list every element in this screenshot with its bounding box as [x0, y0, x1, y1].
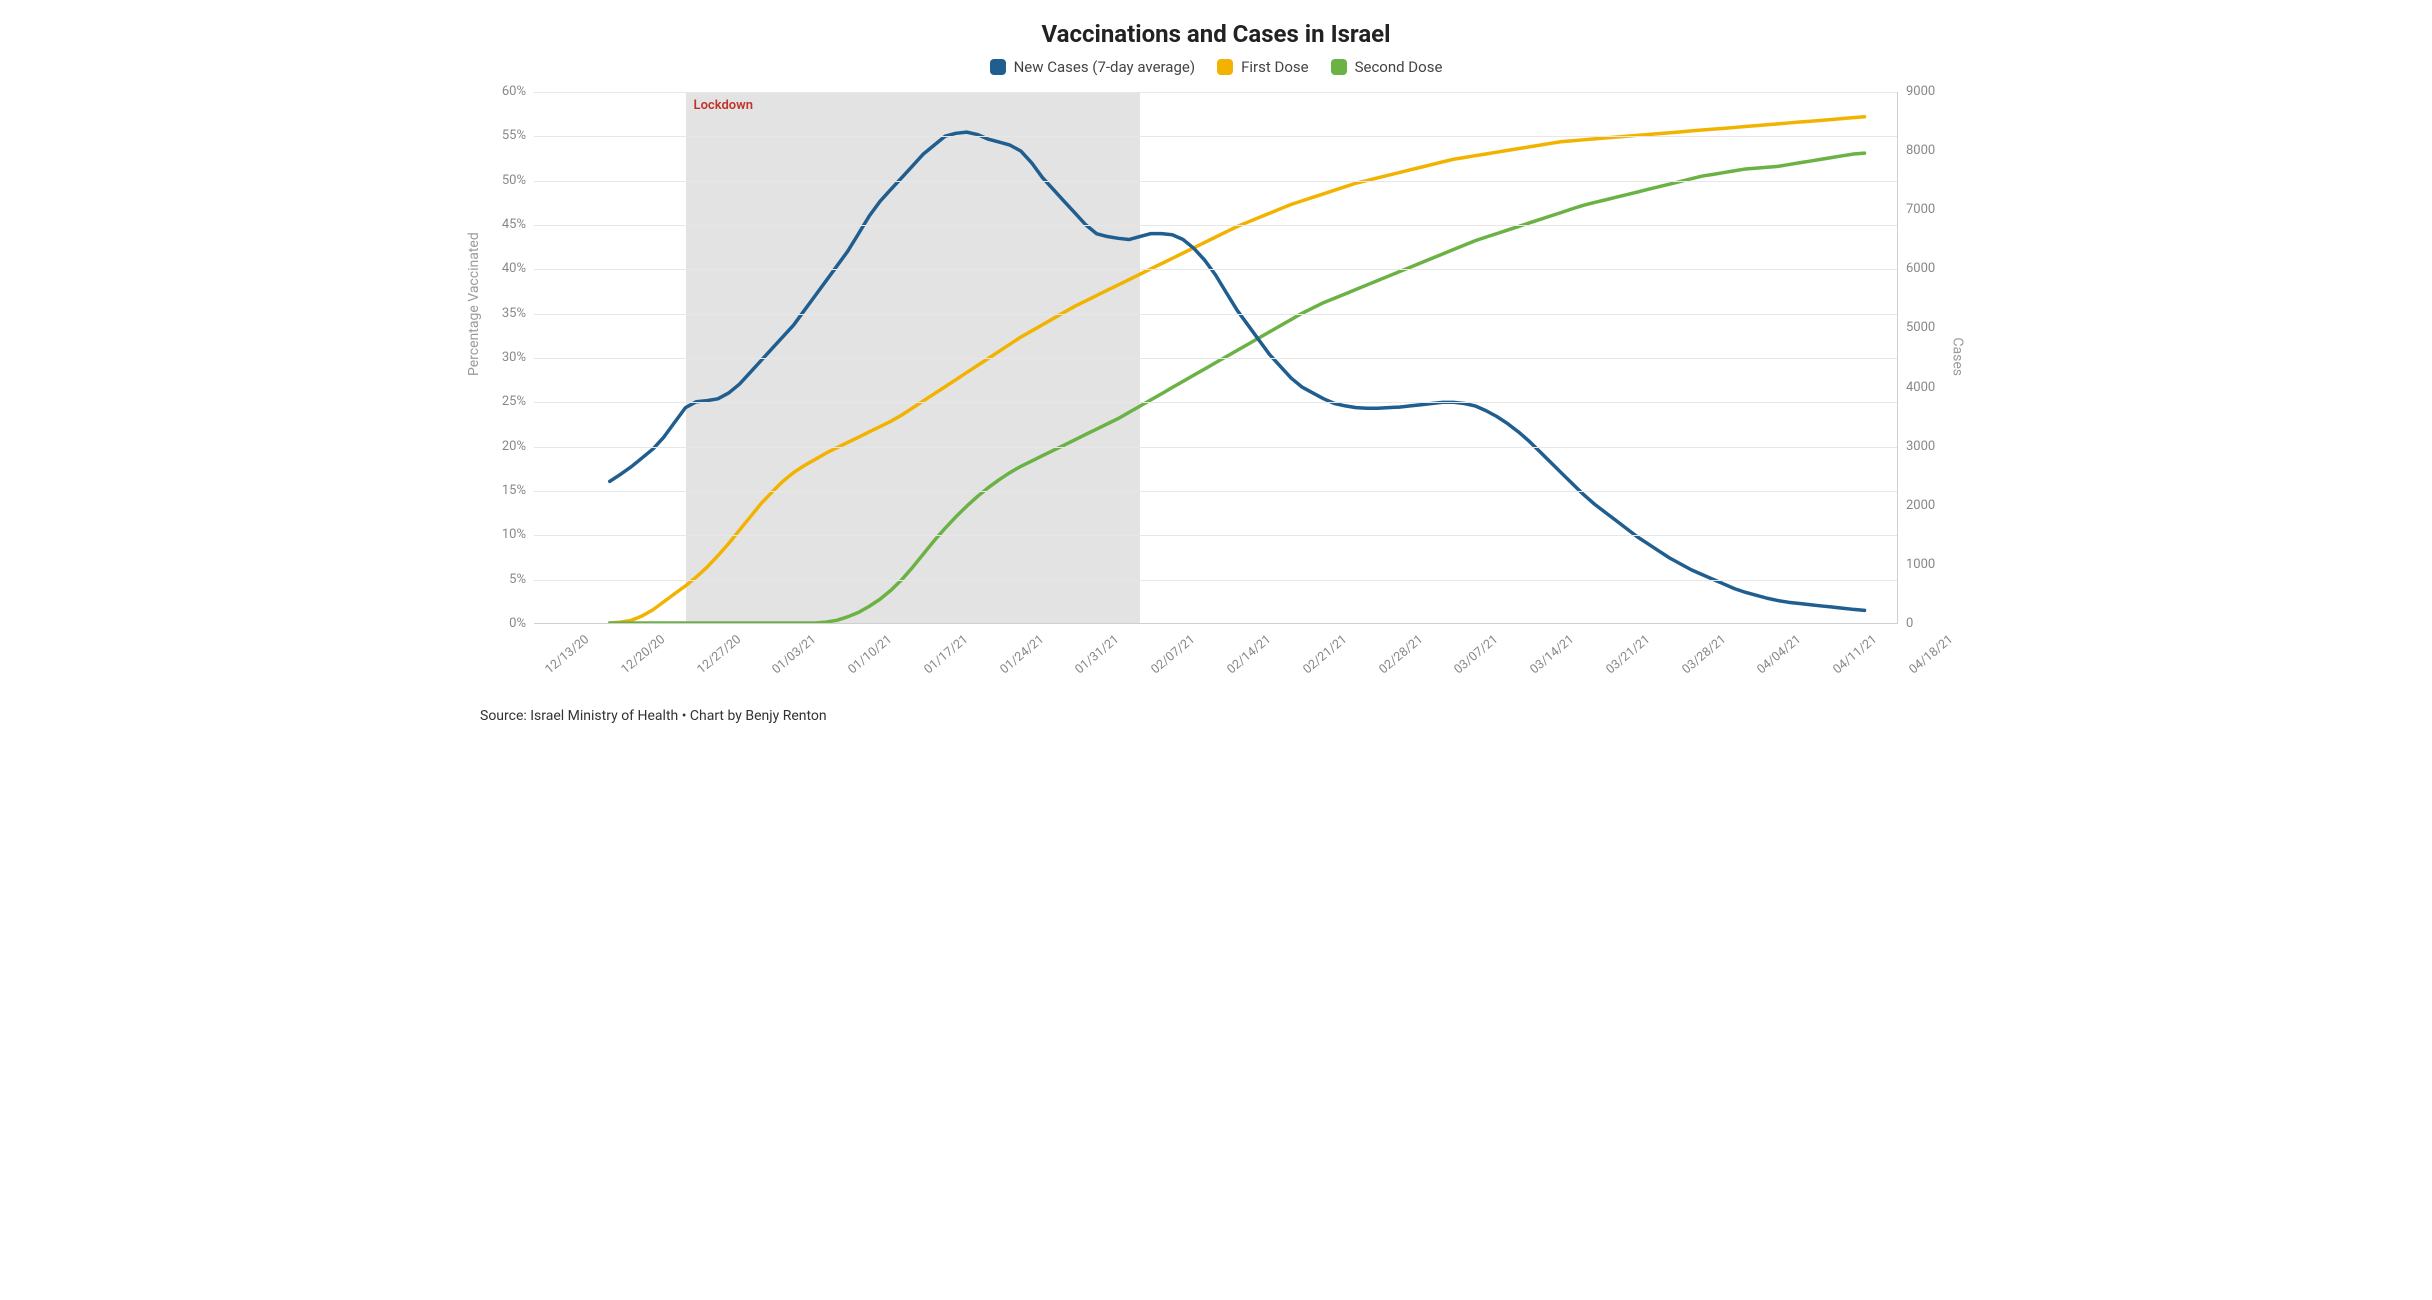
- series-new-cases-7-day-average-: [610, 132, 1865, 610]
- gridline: [534, 402, 1897, 403]
- x-tick: 03/14/21: [1527, 632, 1577, 677]
- y-tick-right: 7000: [1906, 202, 1956, 217]
- y-tick-right: 1000: [1906, 557, 1956, 572]
- x-tick: 01/24/21: [997, 632, 1047, 677]
- x-tick: 12/20/20: [618, 632, 668, 677]
- gridline: [534, 136, 1897, 137]
- legend-item-second-dose: Second Dose: [1331, 58, 1443, 76]
- gridline: [534, 580, 1897, 581]
- gridline: [534, 92, 1897, 93]
- gridline: [534, 181, 1897, 182]
- legend-label-second-dose: Second Dose: [1355, 58, 1443, 76]
- y-tick-left: 5%: [476, 572, 526, 587]
- plot-area: Lockdown: [534, 92, 1898, 624]
- y-tick-left: 25%: [476, 394, 526, 409]
- series-first-dose: [610, 117, 1865, 623]
- x-tick: 03/07/21: [1452, 632, 1502, 677]
- gridline: [534, 535, 1897, 536]
- x-tick: 02/14/21: [1224, 632, 1274, 677]
- y-tick-right: 2000: [1906, 498, 1956, 513]
- y-tick-right: 3000: [1906, 439, 1956, 454]
- y-tick-left: 55%: [476, 128, 526, 143]
- gridline: [534, 358, 1897, 359]
- chart-container: Vaccinations and Cases in Israel New Cas…: [466, 0, 1966, 730]
- series-second-dose: [610, 153, 1865, 623]
- legend-swatch-cases: [990, 59, 1006, 75]
- x-tick: 03/28/21: [1679, 632, 1729, 677]
- gridline: [534, 314, 1897, 315]
- y-tick-left: 60%: [476, 84, 526, 99]
- x-tick: 04/18/21: [1906, 632, 1956, 677]
- gridline: [534, 269, 1897, 270]
- x-tick: 02/28/21: [1376, 632, 1426, 677]
- y-tick-left: 35%: [476, 306, 526, 321]
- legend-label-cases: New Cases (7-day average): [1014, 58, 1196, 76]
- x-tick: 01/17/21: [921, 632, 971, 677]
- y-tick-left: 30%: [476, 350, 526, 365]
- x-tick: 01/31/21: [1073, 632, 1123, 677]
- y-tick-right: 4000: [1906, 380, 1956, 395]
- x-tick: 04/04/21: [1755, 632, 1805, 677]
- plot-shell: Percentage Vaccinated Cases Lockdown 0%5…: [476, 86, 1956, 666]
- chart-source: Source: Israel Ministry of Health • Char…: [476, 708, 1956, 724]
- y-tick-right: 5000: [1906, 320, 1956, 335]
- x-tick: 12/27/20: [694, 632, 744, 677]
- y-tick-left: 20%: [476, 439, 526, 454]
- y-axis-title-right: Cases: [1950, 337, 1966, 376]
- y-tick-left: 50%: [476, 173, 526, 188]
- gridline: [534, 225, 1897, 226]
- y-tick-right: 8000: [1906, 143, 1956, 158]
- y-tick-left: 45%: [476, 217, 526, 232]
- y-tick-left: 40%: [476, 261, 526, 276]
- y-tick-right: 9000: [1906, 84, 1956, 99]
- x-tick: 02/07/21: [1148, 632, 1198, 677]
- y-tick-right: 0: [1906, 616, 1956, 631]
- x-tick: 04/11/21: [1830, 632, 1880, 677]
- legend-swatch-first-dose: [1217, 59, 1233, 75]
- y-tick-left: 15%: [476, 483, 526, 498]
- gridline: [534, 491, 1897, 492]
- chart-title: Vaccinations and Cases in Israel: [476, 20, 1956, 48]
- gridline: [534, 447, 1897, 448]
- x-tick: 01/10/21: [845, 632, 895, 677]
- legend-label-first-dose: First Dose: [1241, 58, 1309, 76]
- legend-item-cases: New Cases (7-day average): [990, 58, 1196, 76]
- x-tick: 02/21/21: [1300, 632, 1350, 677]
- y-tick-left: 10%: [476, 527, 526, 542]
- x-tick: 01/03/21: [770, 632, 820, 677]
- y-tick-right: 6000: [1906, 261, 1956, 276]
- x-tick: 03/21/21: [1603, 632, 1653, 677]
- x-tick: 12/13/20: [542, 632, 592, 677]
- chart-legend: New Cases (7-day average) First Dose Sec…: [476, 58, 1956, 76]
- y-tick-left: 0%: [476, 616, 526, 631]
- legend-swatch-second-dose: [1331, 59, 1347, 75]
- legend-item-first-dose: First Dose: [1217, 58, 1309, 76]
